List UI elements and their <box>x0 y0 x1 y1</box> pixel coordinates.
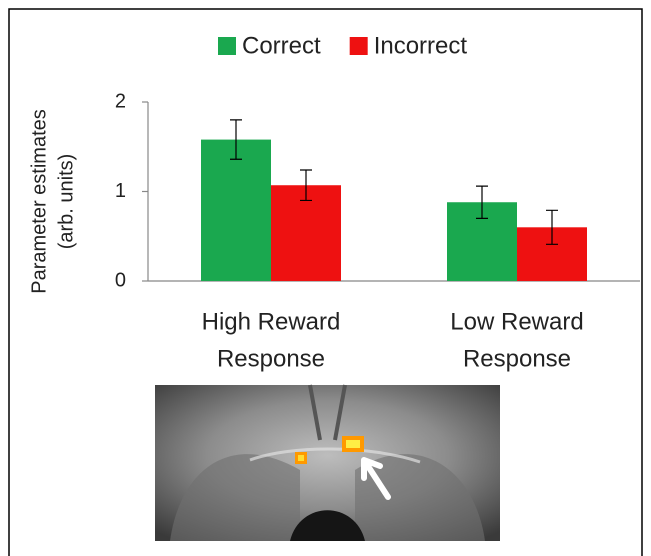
x-tick-label: Low Reward <box>450 308 583 335</box>
y-axis-label: Parameter estimates <box>28 109 50 294</box>
x-tick-label: Response <box>463 345 571 372</box>
y-tick-label: 2 <box>115 90 126 112</box>
y-tick-label: 1 <box>115 180 126 202</box>
brain-image <box>155 385 500 541</box>
legend-label: Correct <box>242 32 321 59</box>
chart: Parameter estimates(arb. units) 0 1 2 Correc… <box>0 0 651 556</box>
x-tick-label: Response <box>217 345 325 372</box>
legend-label: Incorrect <box>374 32 468 59</box>
y-axis-label: (arb. units) <box>55 154 77 250</box>
bar <box>201 140 271 281</box>
legend-swatch <box>218 37 236 55</box>
legend-swatch <box>350 37 368 55</box>
x-tick-label: High Reward <box>202 308 341 335</box>
y-tick-label: 0 <box>115 269 126 291</box>
